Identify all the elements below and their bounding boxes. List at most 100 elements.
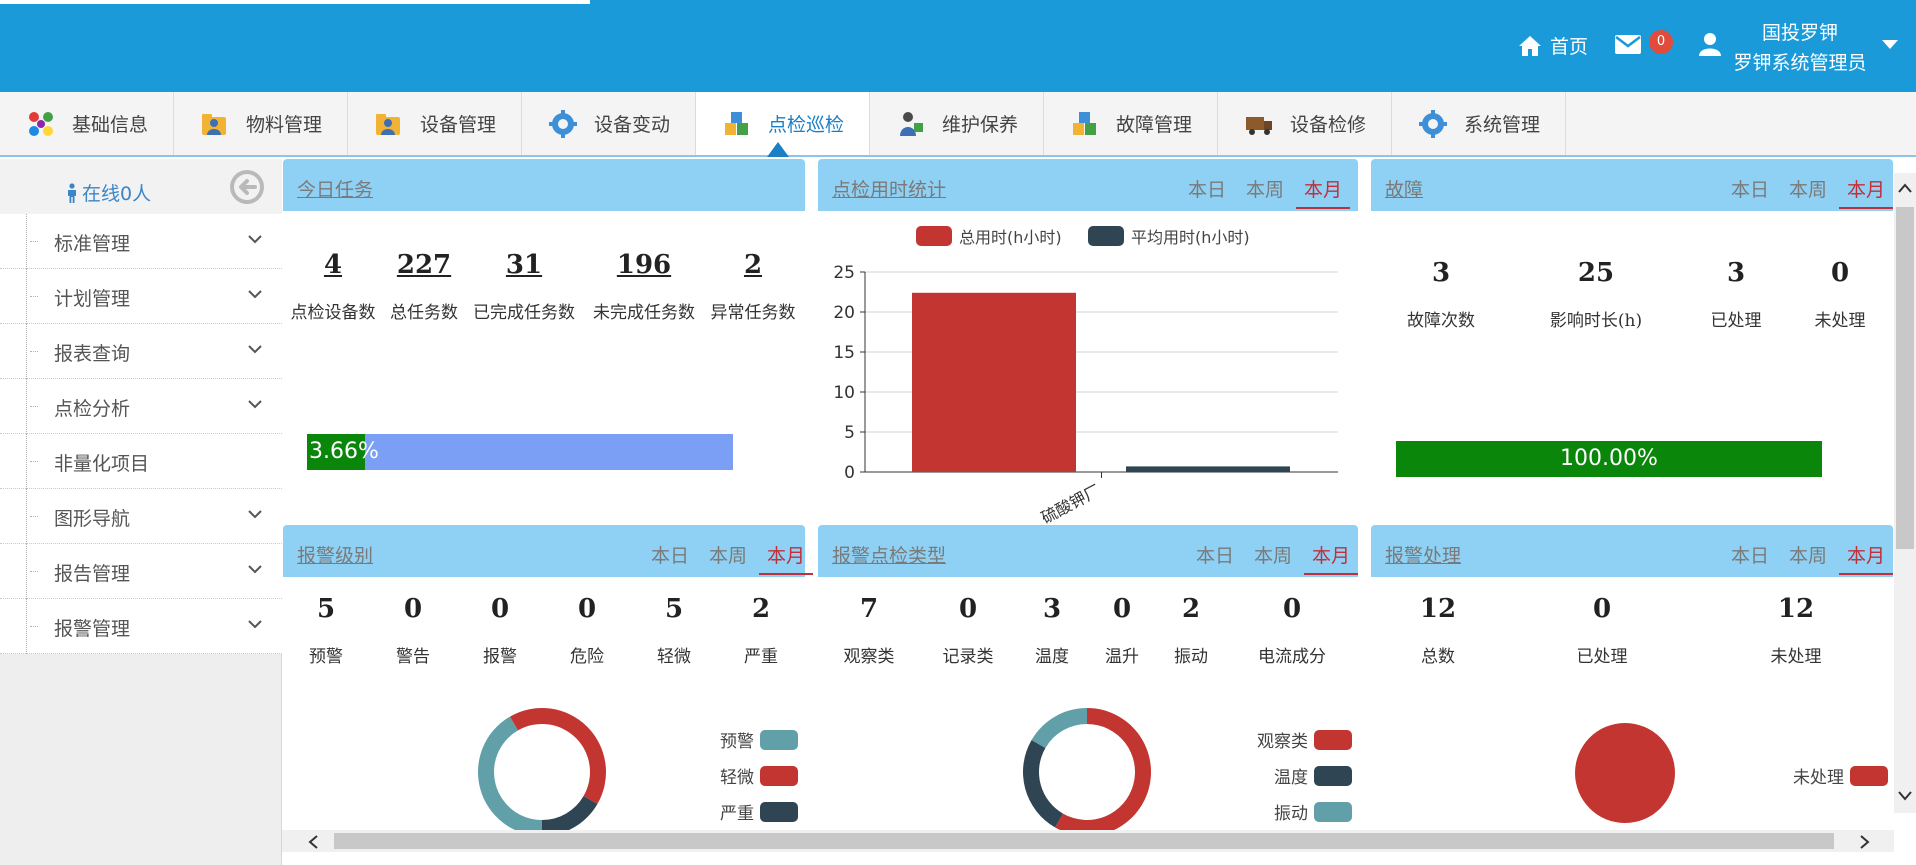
legend-swatch[interactable]: [916, 226, 952, 246]
pie-slice[interactable]: [1575, 723, 1675, 823]
nav-tab-7[interactable]: 设备检修: [1218, 92, 1392, 155]
legend-swatch: [760, 765, 798, 786]
tab-week[interactable]: 本周: [1788, 179, 1827, 201]
tab-month[interactable]: 本月: [1303, 541, 1359, 575]
nav-tab-3[interactable]: 设备变动: [522, 92, 696, 155]
sidebar-menu-item[interactable]: 标准管理: [0, 214, 282, 269]
legend-item[interactable]: 观察类: [1192, 727, 1352, 752]
scroll-up-icon[interactable]: [1898, 183, 1912, 193]
sidebar-menu-item[interactable]: 报警管理: [0, 599, 282, 654]
tab-month[interactable]: 本月: [1838, 175, 1894, 209]
pie-slice[interactable]: [1055, 708, 1151, 830]
tab-day[interactable]: 本日: [650, 545, 689, 567]
stat-value[interactable]: 227: [396, 250, 452, 280]
sidebar-menu-item[interactable]: 图形导航: [0, 489, 282, 544]
stat-value[interactable]: 31: [505, 250, 543, 280]
pie-slice[interactable]: [1023, 740, 1063, 828]
chevron-down-icon[interactable]: [248, 564, 262, 574]
pie-slice[interactable]: [478, 716, 542, 830]
legend-item[interactable]: 温度: [1192, 763, 1352, 788]
legend-swatch: [1314, 729, 1352, 750]
task-progress-bar: 3.66%: [307, 434, 733, 470]
stat-label: 点检设备数: [290, 303, 376, 323]
tab-day[interactable]: 本日: [1730, 179, 1769, 201]
chevron-down-icon[interactable]: [248, 344, 262, 354]
tab-day[interactable]: 本日: [1730, 545, 1769, 567]
stat-value[interactable]: 2: [743, 250, 763, 280]
nav-tab-2[interactable]: 设备管理: [348, 92, 522, 155]
truck-icon: [1246, 116, 1272, 135]
nav-tab-6[interactable]: 故障管理: [1044, 92, 1218, 155]
stat-value: 3: [1431, 258, 1451, 288]
nav-tab-5[interactable]: 维护保养: [870, 92, 1044, 155]
tab-week[interactable]: 本周: [1245, 179, 1284, 201]
stat-item: 3 已处理: [1666, 258, 1806, 331]
stat-item: 0 报警: [430, 594, 570, 667]
fault-progress-fill: [1396, 441, 1822, 477]
tab-day[interactable]: 本日: [1195, 545, 1234, 567]
pie-slice[interactable]: [1031, 708, 1087, 748]
chevron-down-icon[interactable]: [248, 234, 262, 244]
pie-slice[interactable]: [542, 796, 598, 830]
tab-month[interactable]: 本月: [758, 541, 814, 575]
chevron-down-icon[interactable]: [248, 509, 262, 519]
sidebar-menu-item[interactable]: 计划管理: [0, 269, 282, 324]
alarm-handle-title[interactable]: 报警处理: [1385, 545, 1462, 567]
mail-icon[interactable]: [1614, 32, 1642, 56]
bar[interactable]: [912, 292, 1076, 472]
user-dropdown-caret[interactable]: [1882, 40, 1898, 49]
chevron-down-icon[interactable]: [248, 399, 262, 409]
time-stats-title[interactable]: 点检用时统计: [832, 179, 947, 201]
legend-item[interactable]: 轻微: [638, 763, 798, 788]
stat-value[interactable]: 4: [323, 250, 343, 280]
today-tasks-title[interactable]: 今日任务: [297, 179, 374, 201]
stat-value[interactable]: 196: [616, 250, 672, 280]
home-link[interactable]: 首页: [1518, 32, 1588, 59]
scroll-down-icon[interactable]: [1898, 791, 1912, 801]
scroll-left-icon[interactable]: [308, 835, 318, 849]
stat-item: 2 异常任务数: [683, 250, 823, 323]
alarm-type-title[interactable]: 报警点检类型: [832, 545, 947, 567]
sidebar-menu-label: 报警管理: [54, 618, 131, 640]
sidebar-menu-item[interactable]: 报表查询: [0, 324, 282, 379]
stat-label: 电流成分: [1258, 647, 1326, 667]
legend-item[interactable]: 振动: [1192, 799, 1352, 824]
sidebar-menu-item[interactable]: 报告管理: [0, 544, 282, 599]
sidebar-menu-item[interactable]: 非量化项目: [0, 434, 282, 489]
tab-week[interactable]: 本周: [1253, 545, 1292, 567]
tab-month[interactable]: 本月: [1838, 541, 1894, 575]
fault-title[interactable]: 故障: [1385, 179, 1424, 201]
scroll-right-icon[interactable]: [1860, 835, 1870, 849]
nav-tab-8[interactable]: 系统管理: [1392, 92, 1566, 155]
user-menu[interactable]: 国投罗钾 罗钾系统管理员: [1730, 18, 1870, 78]
tab-month[interactable]: 本月: [1295, 175, 1351, 209]
stat-label: 已处理: [1576, 647, 1628, 667]
stat-item: 12 总数: [1368, 594, 1508, 667]
sidebar-menu-item[interactable]: 点检分析: [0, 379, 282, 434]
legend-item[interactable]: 严重: [638, 799, 798, 824]
horizontal-scrollbar[interactable]: [282, 830, 1894, 852]
legend-swatch: [760, 801, 798, 822]
legend-item[interactable]: 未处理: [1728, 763, 1888, 788]
collapse-sidebar-icon[interactable]: [228, 168, 266, 206]
tree-line: [26, 489, 27, 544]
alarm-level-title[interactable]: 报警级别: [297, 545, 374, 567]
nav-tab-0[interactable]: 基础信息: [0, 92, 174, 155]
nav-tab-label: 设备变动: [594, 114, 671, 136]
tab-week[interactable]: 本周: [1788, 545, 1827, 567]
bar[interactable]: [1126, 466, 1290, 472]
vertical-scroll-thumb[interactable]: [1896, 207, 1914, 549]
chevron-down-icon[interactable]: [248, 619, 262, 629]
legend-item[interactable]: 预警: [638, 727, 798, 752]
user-name: 罗钾系统管理员: [1733, 52, 1867, 74]
tab-day[interactable]: 本日: [1187, 179, 1226, 201]
nav-tab-1[interactable]: 物料管理: [174, 92, 348, 155]
sidebar-menu-label: 图形导航: [54, 508, 131, 530]
tab-week[interactable]: 本周: [708, 545, 747, 567]
stat-value: 12: [1419, 594, 1457, 624]
chevron-down-icon[interactable]: [248, 289, 262, 299]
vertical-scrollbar[interactable]: [1894, 173, 1916, 813]
horizontal-scroll-thumb[interactable]: [334, 833, 1834, 849]
pie-slice[interactable]: [510, 708, 606, 804]
legend-swatch[interactable]: [1088, 226, 1124, 246]
